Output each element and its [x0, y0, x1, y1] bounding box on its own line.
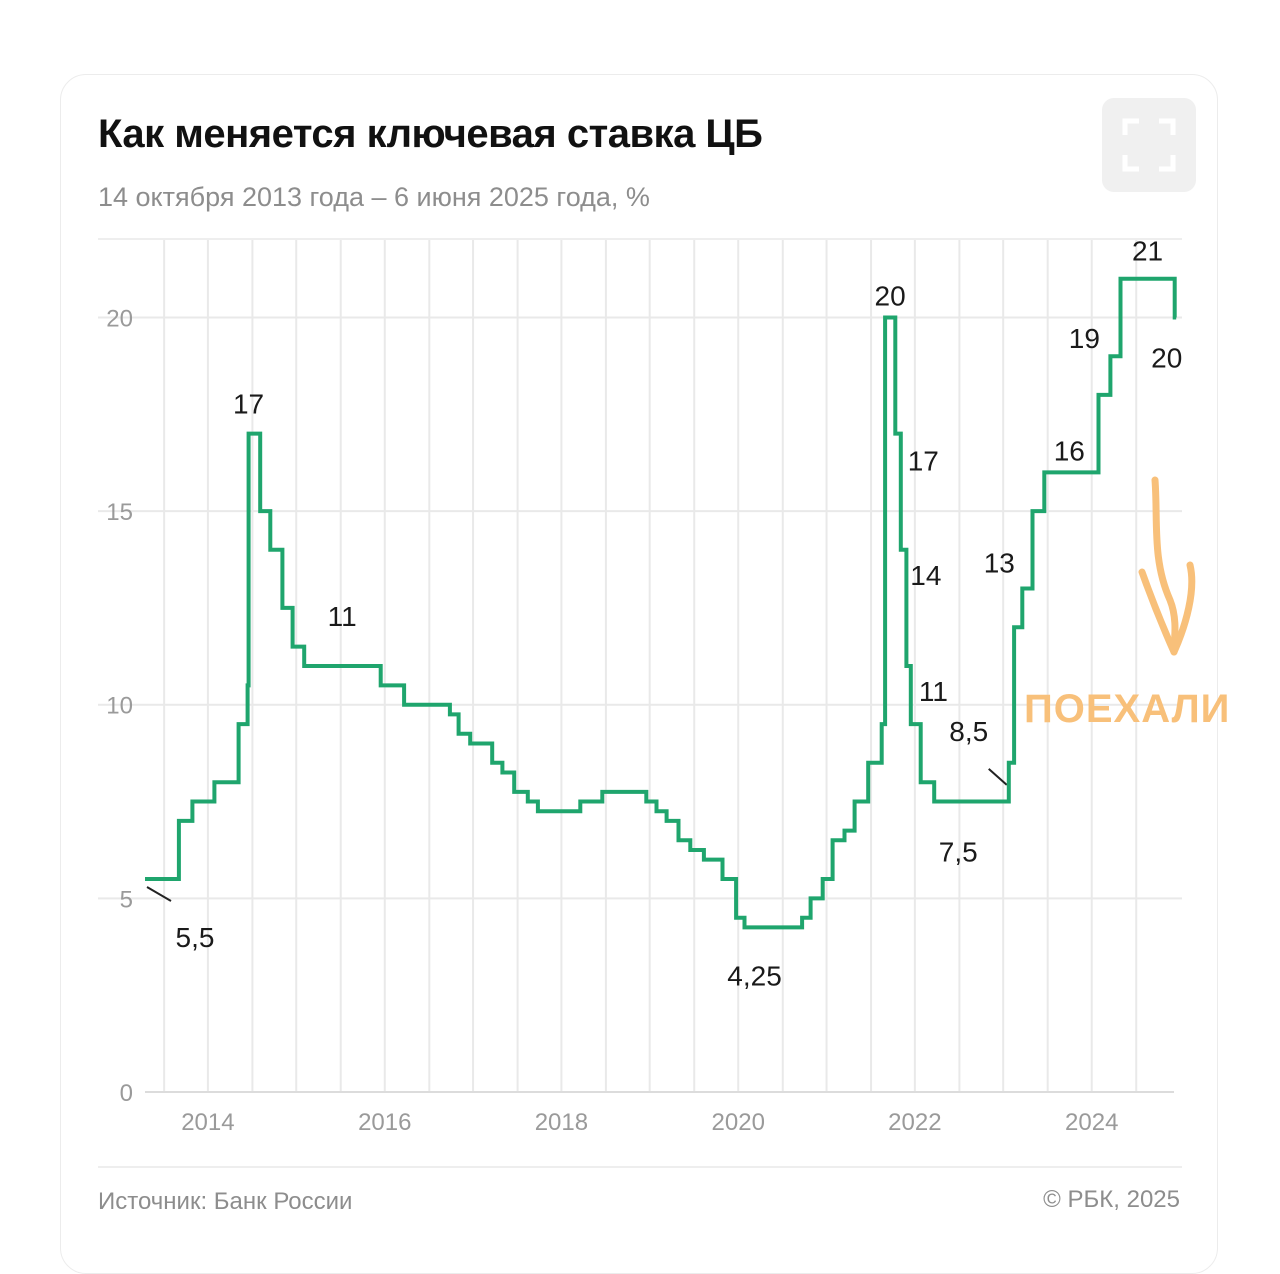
- data-label: 20: [1151, 342, 1182, 373]
- data-label: 17: [908, 446, 939, 477]
- annotation-text: ПОЕХАЛИ: [1024, 687, 1230, 731]
- data-label: 5,5: [176, 922, 215, 953]
- x-tick-label: 2016: [358, 1109, 411, 1136]
- data-label: 8,5: [949, 716, 988, 747]
- data-label: 13: [984, 548, 1015, 579]
- data-label: 16: [1054, 435, 1085, 466]
- data-label: 14: [910, 560, 941, 591]
- data-label-leader: [988, 768, 1008, 786]
- x-tick-label: 2022: [888, 1109, 941, 1136]
- y-tick-label: 15: [106, 499, 133, 526]
- chart-subtitle: 14 октября 2013 года – 6 июня 2025 года,…: [98, 182, 650, 212]
- chart-title: Как меняется ключевая ставка ЦБ: [98, 112, 763, 156]
- data-label: 17: [233, 389, 264, 420]
- y-tick-label: 20: [106, 305, 133, 332]
- data-label: 11: [919, 676, 948, 707]
- y-tick-label: 0: [120, 1080, 133, 1107]
- footer-divider: [98, 1166, 1182, 1168]
- x-tick-label: 2014: [181, 1109, 234, 1136]
- annotation-arrow-head-right: [1170, 561, 1196, 656]
- data-label: 19: [1069, 323, 1100, 354]
- data-label: 7,5: [939, 837, 978, 868]
- x-tick-label: 2018: [535, 1109, 588, 1136]
- y-tick-label: 10: [106, 693, 133, 720]
- chart-axes: 0 5 10 15 20 2014 2016 2018 2020 2022 2024: [106, 305, 1174, 1136]
- chart-grid: [98, 240, 1182, 1092]
- data-label: 11: [328, 601, 357, 632]
- expand-icon: [1122, 118, 1176, 172]
- source-note: Источник: Банк России: [98, 1188, 353, 1215]
- y-tick-label: 5: [120, 886, 133, 913]
- data-label: 20: [875, 280, 906, 311]
- chart-series: [145, 276, 1177, 930]
- handwritten-annotation: ПОЕХАЛИ: [1024, 476, 1230, 731]
- data-label: 21: [1132, 236, 1163, 267]
- expand-button[interactable]: [1102, 98, 1196, 192]
- copyright-note: © РБК, 2025: [1043, 1186, 1180, 1213]
- x-tick-label: 2020: [712, 1109, 765, 1136]
- x-tick-label: 2024: [1065, 1109, 1118, 1136]
- data-label-leader: [146, 886, 172, 902]
- rate-step-line: [145, 276, 1177, 930]
- annotation-arrow-shaft: [1151, 476, 1179, 654]
- annotation-arrow-head-left: [1138, 568, 1178, 656]
- data-label: 4,25: [727, 960, 782, 991]
- header-divider: [98, 238, 1182, 240]
- cropped-text-fragment: ·: [300, 0, 313, 15]
